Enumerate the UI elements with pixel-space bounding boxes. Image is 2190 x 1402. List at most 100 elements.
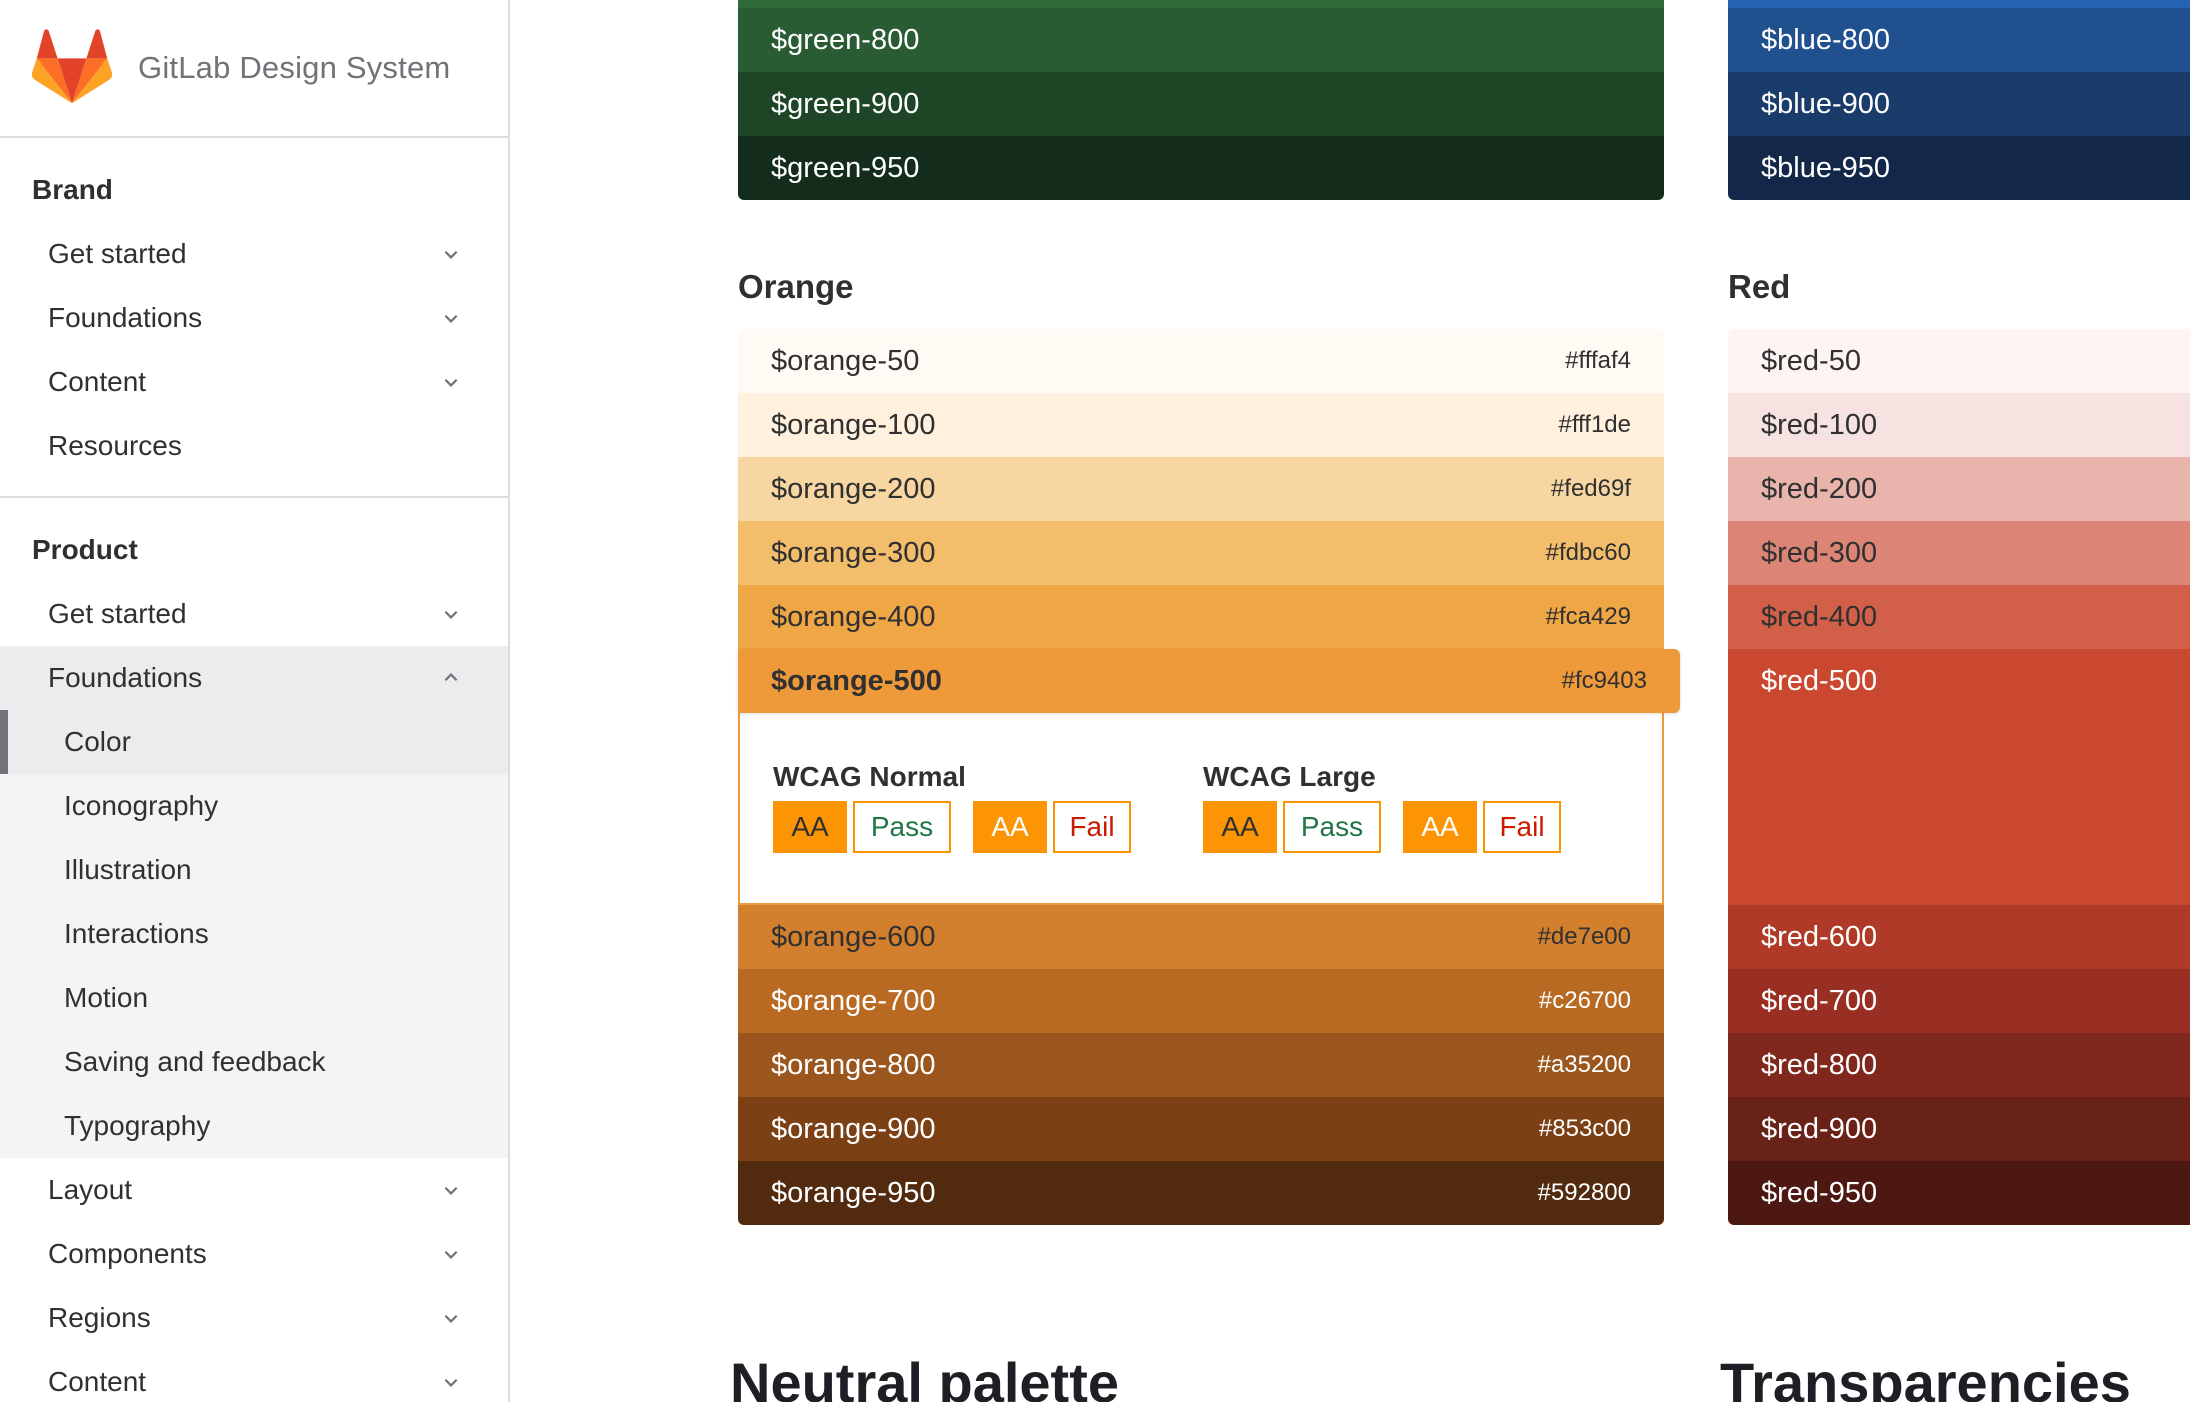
sidebar-item-interactions[interactable]: Interactions xyxy=(64,918,209,949)
swatch-blue-800[interactable]: $blue-800 xyxy=(1728,8,2190,72)
swatch-red-900[interactable]: $red-900 xyxy=(1728,1097,2190,1161)
green-700-edge xyxy=(738,0,1664,8)
swatch-blue-900[interactable]: $blue-900 xyxy=(1728,72,2190,136)
swatch-red-50[interactable]: $red-50 xyxy=(1728,329,2190,393)
site-header[interactable]: GitLab Design System xyxy=(0,0,508,138)
nav-item-label: Regions xyxy=(48,1302,151,1333)
swatch-name: $blue-800 xyxy=(1761,23,1890,56)
wcag-normal-title: WCAG Normal xyxy=(773,761,966,792)
swatch-orange-300[interactable]: $orange-300 #fdbc60 xyxy=(738,521,1664,585)
product-nav-foundations[interactable]: Foundations xyxy=(0,646,508,710)
swatch-name: $red-800 xyxy=(1761,1048,1878,1081)
swatch-blue-950[interactable]: $blue-950 xyxy=(1728,136,2190,200)
swatch-name: $red-900 xyxy=(1761,1112,1878,1145)
product-nav-components[interactable]: Components xyxy=(0,1222,508,1286)
nav-item-label: Content xyxy=(48,1366,147,1397)
swatch-name: $green-950 xyxy=(771,151,920,184)
swatch-orange-200[interactable]: $orange-200 #fed69f xyxy=(738,457,1664,521)
swatch-hex: #de7e00 xyxy=(1537,923,1631,950)
chevron-down-icon xyxy=(444,1314,458,1323)
brand-nav-content[interactable]: Content xyxy=(0,350,508,414)
swatch-red-100[interactable]: $red-100 xyxy=(1728,393,2190,457)
swatch-red-600[interactable]: $red-600 xyxy=(1728,905,2190,969)
product-nav-layout[interactable]: Layout xyxy=(0,1158,508,1222)
pass-badge: Pass xyxy=(1283,801,1381,853)
wcag-normal-badges: AA Pass AA Fail xyxy=(773,801,1203,853)
aa-badge-dark: AA xyxy=(773,801,847,853)
swatch-name: $red-700 xyxy=(1761,984,1878,1017)
swatch-green-950[interactable]: $green-950 xyxy=(738,136,1664,200)
swatch-name: $orange-600 xyxy=(771,920,936,953)
swatch-orange-950[interactable]: $orange-950 #592800 xyxy=(738,1161,1664,1225)
swatch-red-300[interactable]: $red-300 xyxy=(1728,521,2190,585)
red-palette-title: Red xyxy=(1728,268,1791,305)
swatch-orange-100[interactable]: $orange-100 #fff1de xyxy=(738,393,1664,457)
sidebar-item-saving-and-feedback[interactable]: Saving and feedback xyxy=(64,1046,326,1077)
swatch-name: $red-400 xyxy=(1761,600,1878,633)
swatch-red-800[interactable]: $red-800 xyxy=(1728,1033,2190,1097)
swatch-red-200[interactable]: $red-200 xyxy=(1728,457,2190,521)
red-palette: $red-50 $red-100 $red-200 $red-300 $red-… xyxy=(1728,329,2190,1225)
orange-palette: $orange-50 #fffaf4 $orange-100 #fff1de $… xyxy=(738,329,1680,1225)
swatch-name: $red-300 xyxy=(1761,536,1878,569)
brand-nav-resources[interactable]: Resources xyxy=(0,414,508,478)
wcag-large-badges: AA Pass AA Fail xyxy=(1203,801,1633,853)
product-nav-regions[interactable]: Regions xyxy=(0,1286,508,1350)
nav-item-label: Get started xyxy=(48,238,187,269)
fail-badge: Fail xyxy=(1053,801,1131,853)
swatch-name: $red-50 xyxy=(1761,344,1861,377)
red-500-expanded-area xyxy=(1728,713,2190,905)
swatch-hex: #fca429 xyxy=(1545,603,1631,630)
swatch-green-900[interactable]: $green-900 xyxy=(738,72,1664,136)
brand-nav-get-started[interactable]: Get started xyxy=(0,222,508,286)
nav-item-label: Components xyxy=(48,1238,207,1269)
sidebar-item-color[interactable]: Color xyxy=(0,710,508,774)
swatch-orange-500[interactable]: $orange-500 #fc9403 xyxy=(738,649,1680,713)
nav-item-label: Foundations xyxy=(48,662,203,693)
sidebar-item-iconography[interactable]: Iconography xyxy=(64,790,219,821)
swatch-name: $orange-200 xyxy=(771,472,936,505)
foundations-submenu: Color Iconography Illustration Interacti… xyxy=(0,710,508,1158)
nav-item-label: Foundations xyxy=(48,302,203,333)
product-nav-get-started[interactable]: Get started xyxy=(0,582,508,646)
pass-badge: Pass xyxy=(853,801,951,853)
swatch-name: $green-900 xyxy=(771,87,920,120)
swatch-orange-900[interactable]: $orange-900 #853c00 xyxy=(738,1097,1664,1161)
chevron-down-icon xyxy=(444,1250,458,1259)
swatch-hex: #853c00 xyxy=(1538,1115,1631,1142)
site-title[interactable]: GitLab Design System xyxy=(138,50,451,85)
swatch-name: $red-950 xyxy=(1761,1176,1878,1209)
swatch-hex: #fdbc60 xyxy=(1545,539,1631,566)
swatch-hex: #fc9403 xyxy=(1561,667,1647,694)
swatch-red-400[interactable]: $red-400 xyxy=(1728,585,2190,649)
swatch-hex: #fffaf4 xyxy=(1565,347,1631,374)
wcag-normal-group: WCAG Normal AA Pass AA Fail xyxy=(773,761,1203,903)
nav-item-label: Resources xyxy=(48,430,182,461)
swatch-red-950[interactable]: $red-950 xyxy=(1728,1161,2190,1225)
swatch-orange-50[interactable]: $orange-50 #fffaf4 xyxy=(738,329,1664,393)
swatch-red-700[interactable]: $red-700 xyxy=(1728,969,2190,1033)
fail-badge: Fail xyxy=(1483,801,1561,853)
swatch-hex: #592800 xyxy=(1537,1179,1631,1206)
swatch-green-800[interactable]: $green-800 xyxy=(738,8,1664,72)
swatch-name: $orange-500 xyxy=(771,664,942,697)
brand-nav-foundations[interactable]: Foundations xyxy=(0,286,508,350)
swatch-orange-800[interactable]: $orange-800 #a35200 xyxy=(738,1033,1664,1097)
swatch-orange-400[interactable]: $orange-400 #fca429 xyxy=(738,585,1664,649)
brand-section-title: Brand xyxy=(32,174,113,205)
wcag-large-title: WCAG Large xyxy=(1203,761,1376,792)
chevron-down-icon xyxy=(444,314,458,323)
sidebar-item-typography[interactable]: Typography xyxy=(64,1110,211,1141)
nav-item-label: Get started xyxy=(48,598,187,629)
chevron-down-icon xyxy=(444,610,458,619)
product-nav-content[interactable]: Content xyxy=(0,1350,508,1402)
sidebar-item-illustration[interactable]: Illustration xyxy=(64,854,192,885)
sidebar-item-motion[interactable]: Motion xyxy=(64,982,149,1013)
swatch-name: $orange-800 xyxy=(771,1048,936,1081)
swatch-red-500[interactable]: $red-500 xyxy=(1728,649,2190,713)
swatch-orange-700[interactable]: $orange-700 #c26700 xyxy=(738,969,1664,1033)
blue-palette-tail: $blue-800 $blue-900 $blue-950 xyxy=(1728,0,2190,200)
swatch-orange-600[interactable]: $orange-600 #de7e00 xyxy=(738,905,1664,969)
neutral-palette-heading: Neutral palette xyxy=(730,1351,1119,1402)
nav-item-label: Layout xyxy=(48,1174,133,1205)
